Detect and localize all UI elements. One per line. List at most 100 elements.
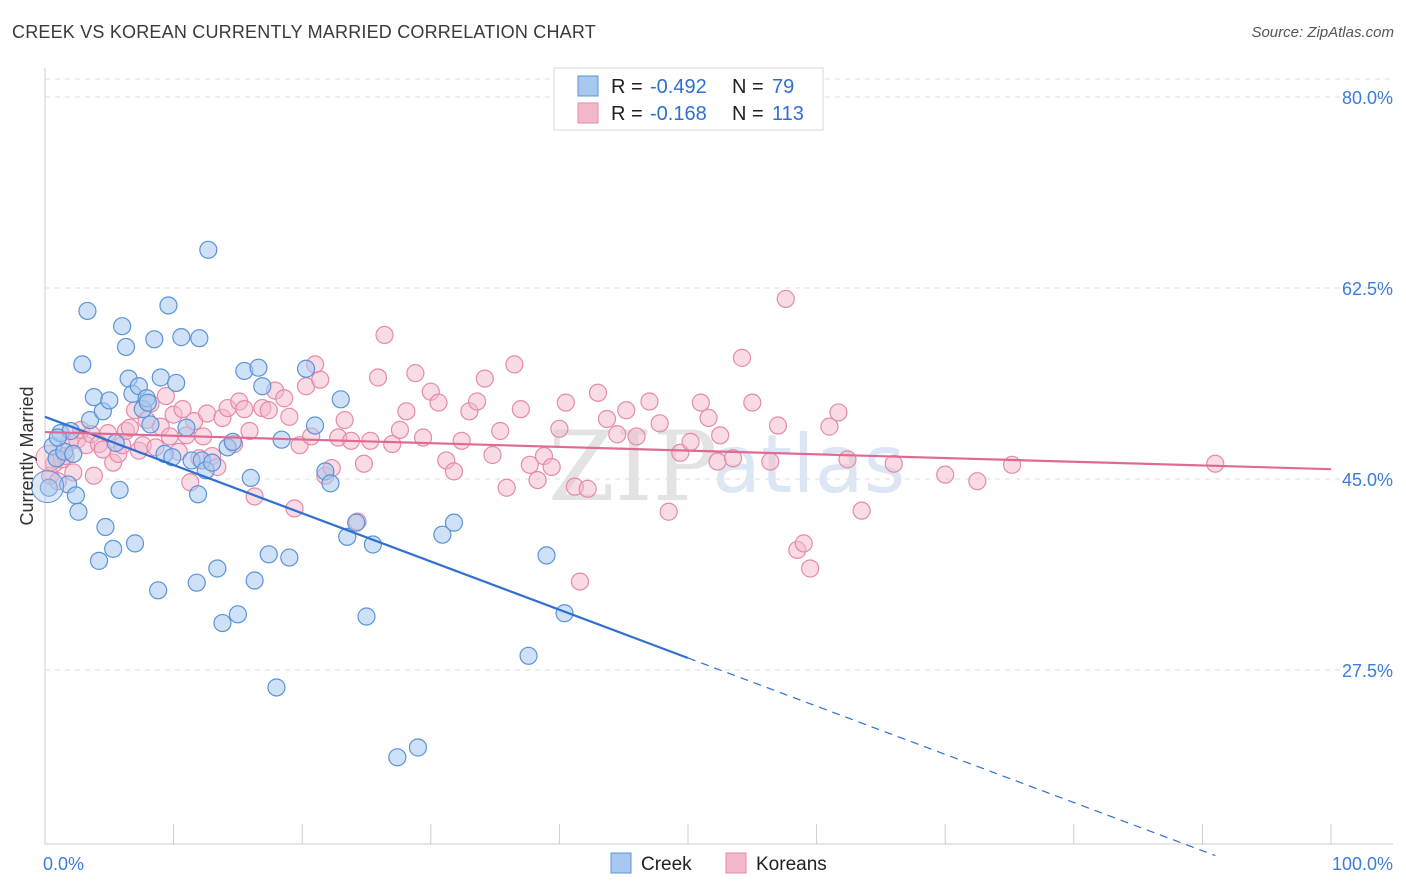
x-tick-labels: 0.0% 100.0%	[43, 854, 1393, 874]
x-tick-label-1: 100.0%	[1332, 854, 1393, 874]
creek-point	[138, 393, 157, 412]
korean-point	[467, 392, 487, 411]
korean-point	[483, 445, 502, 465]
source-label: Source: ZipAtlas.com	[1251, 24, 1394, 41]
creek-point	[39, 478, 58, 497]
watermark-zip: ZIP	[548, 411, 717, 523]
korean-point	[235, 400, 254, 419]
creek-point	[444, 513, 464, 532]
korean-point	[1206, 454, 1225, 473]
series-legend: Creek Koreans	[610, 852, 827, 875]
creek-point	[69, 502, 88, 521]
korean-point	[597, 409, 617, 429]
legend-swatch-korean	[577, 102, 599, 124]
creek-point	[199, 240, 218, 259]
creek-point	[159, 296, 178, 315]
legend-korean-n-label: N =	[732, 103, 764, 125]
korean-point	[275, 389, 294, 408]
korean-point	[838, 450, 857, 469]
bottom-legend-swatch-creek	[610, 852, 632, 874]
bottom-legend-creek: Creek	[641, 854, 692, 875]
creek-point	[100, 391, 119, 410]
y-tick-labels: 27.5% 45.0% 62.5% 80.0%	[1342, 88, 1393, 681]
korean-point	[84, 466, 103, 485]
x-tick-label-0: 0.0%	[43, 854, 84, 874]
korean-point	[475, 369, 494, 388]
creek-point	[213, 613, 232, 633]
korean-point	[491, 421, 510, 441]
korean-point	[699, 408, 718, 427]
korean-point	[542, 457, 561, 477]
creek-trend-extension	[687, 657, 1216, 857]
korean-point	[383, 434, 402, 454]
stats-legend: R = -0.492 N = 79 R = -0.168 N = 113	[553, 67, 824, 131]
korean-point	[711, 426, 730, 445]
korean-point	[681, 432, 700, 451]
korean-point	[390, 420, 410, 439]
creek-point	[267, 678, 286, 697]
korean-point	[550, 419, 569, 438]
korean-point	[528, 470, 547, 490]
creek-point	[188, 485, 208, 504]
korean-point	[617, 401, 636, 420]
korean-point	[829, 403, 848, 422]
korean-point	[556, 393, 575, 412]
korean-point	[776, 289, 795, 309]
trend-lines	[44, 415, 1332, 857]
korean-point	[444, 462, 464, 481]
korean-point	[723, 449, 743, 468]
korean-point	[691, 393, 710, 412]
creek-point	[331, 390, 350, 409]
creek-point	[208, 559, 227, 578]
creek-point	[110, 480, 129, 500]
y-tick-label-3: 80.0%	[1342, 88, 1393, 108]
bottom-legend-koreans: Koreans	[756, 854, 827, 875]
creek-point	[347, 513, 366, 532]
korean-point	[820, 417, 839, 436]
korean-point	[936, 465, 955, 484]
creek-point	[104, 539, 123, 558]
korean-point	[335, 410, 354, 430]
korean-point	[794, 534, 813, 553]
korean-point	[173, 400, 192, 419]
legend-korean-r-value: -0.168	[650, 103, 707, 125]
creek-point	[280, 548, 299, 567]
korean-point	[708, 452, 727, 471]
creek-points	[31, 240, 574, 767]
korean-point	[608, 425, 627, 444]
creek-point	[537, 546, 556, 565]
creek-point	[116, 337, 136, 357]
korean-point	[627, 427, 646, 446]
korean-point	[397, 402, 416, 421]
creek-point	[203, 453, 222, 472]
axes	[44, 68, 1393, 845]
chart-title: CREEK VS KOREAN CURRENTLY MARRIED CORREL…	[12, 22, 596, 42]
korean-point	[659, 502, 678, 521]
creek-point	[80, 410, 100, 430]
korean-point	[578, 479, 597, 498]
korean-point	[743, 393, 762, 412]
watermark-atlas: atlas	[712, 418, 905, 511]
creek-point	[241, 468, 260, 488]
creek-point	[73, 355, 92, 374]
legend-korean-r-label: R =	[611, 103, 643, 125]
legend-creek-r-value: -0.492	[650, 76, 707, 98]
korean-trend-line	[44, 430, 1332, 471]
creek-point	[433, 525, 452, 544]
legend-box	[553, 67, 824, 131]
creek-point	[305, 416, 325, 435]
creek-point	[31, 470, 65, 504]
y-tick-label-1: 45.0%	[1342, 470, 1393, 490]
korean-point	[884, 454, 903, 473]
legend-creek-r-label: R =	[611, 76, 643, 98]
creek-point	[78, 301, 97, 321]
korean-point	[259, 401, 278, 420]
korean-point	[197, 404, 217, 423]
korean-point	[429, 393, 448, 412]
creek-point	[149, 581, 168, 600]
y-tick-label-0: 27.5%	[1342, 661, 1393, 681]
creek-point	[388, 748, 407, 767]
korean-point	[570, 572, 590, 591]
creek-point	[145, 330, 164, 349]
legend-korean-n-value: 113	[772, 103, 804, 125]
